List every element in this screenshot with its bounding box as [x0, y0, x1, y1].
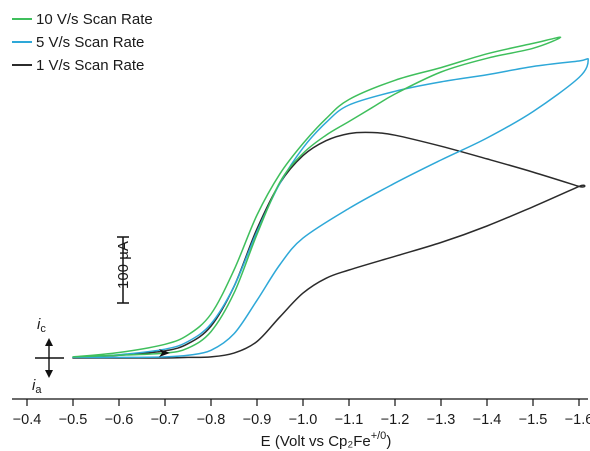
legend-label: 1 V/s Scan Rate: [36, 57, 144, 74]
x-axis-label: E (Volt vs Cp₂Fe+/0): [261, 430, 392, 450]
x-axis: −0.4 −0.5 −0.6 −0.7 −0.8 −0.9 −1.0 −1.1 −1.2 −1.3…: [12, 398, 590, 428]
x-tick-label: −0.9: [243, 412, 272, 428]
current-direction-indicator: ic ia: [32, 316, 64, 396]
x-tick-label: −0.6: [105, 412, 134, 428]
x-tick-label: −0.7: [151, 412, 180, 428]
x-tick-label: −1.6: [565, 412, 590, 428]
x-tick-label: −1.4: [473, 412, 502, 428]
anodic-current-label: ia: [32, 377, 42, 396]
cathodic-current-label: ic: [37, 316, 46, 335]
scale-bar-label: 100 µA: [115, 241, 132, 289]
series-line-5vs: [72, 57, 589, 359]
x-tick-label: −0.5: [59, 412, 88, 428]
curves-group: [72, 36, 589, 359]
series-line-1vs: [72, 131, 586, 359]
scan-direction-arrow: [159, 349, 170, 357]
x-tick-label: −1.5: [519, 412, 548, 428]
legend-label: 5 V/s Scan Rate: [36, 34, 144, 51]
scale-bar: 100 µA: [115, 236, 132, 304]
x-tick-label: −1.1: [335, 412, 364, 428]
series-line-10vs: [72, 36, 562, 358]
x-tick-label: −1.0: [289, 412, 318, 428]
legend: 10 V/s Scan Rate 5 V/s Scan Rate 1 V/s Sca…: [12, 11, 153, 74]
x-tick-label: −1.2: [381, 412, 410, 428]
x-tick-label: −0.4: [13, 412, 42, 428]
legend-label: 10 V/s Scan Rate: [36, 11, 153, 28]
x-tick-label: −1.3: [427, 412, 456, 428]
x-tick-label: −0.8: [197, 412, 226, 428]
